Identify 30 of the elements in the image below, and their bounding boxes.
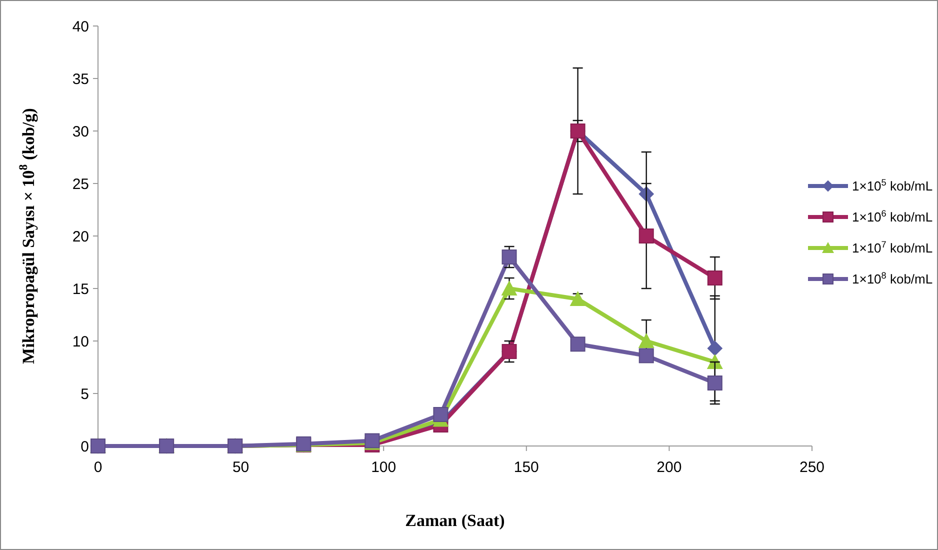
legend-label: 1×10$^{7}$ kob/mL <box>852 240 933 256</box>
x-tick-label: 50 <box>232 459 250 476</box>
x-tick-label: 200 <box>656 459 682 476</box>
x-tick-label: 0 <box>94 459 102 476</box>
point <box>638 348 654 364</box>
y-tick-label: 0 <box>80 438 89 456</box>
y-tick-label: 15 <box>72 280 89 298</box>
y-tick-label: 25 <box>72 176 89 193</box>
y-tick-label: 10 <box>72 333 89 350</box>
y-tick-label: 40 <box>72 18 89 36</box>
legend-label: 1×10$^{8}$ kob/mL <box>852 270 933 287</box>
point <box>707 340 722 356</box>
y-tick-label: 20 <box>72 228 89 246</box>
point <box>707 376 722 390</box>
point <box>638 333 654 348</box>
x-axis-title: Zaman (Saat) <box>405 511 505 530</box>
y-tick-label: 5 <box>80 386 89 403</box>
y-tick-label: 30 <box>72 123 89 140</box>
x-tick-label: 250 <box>799 459 825 476</box>
point <box>707 270 722 286</box>
point <box>502 250 517 264</box>
point <box>433 407 448 422</box>
x-tick-label: 150 <box>514 459 539 476</box>
point <box>501 280 518 296</box>
legend-label: 1×10$^{5}$ kob/mL <box>852 178 933 194</box>
point <box>570 336 586 352</box>
point <box>638 228 654 244</box>
legend-label: 1×10$^{6}$ kob/mL <box>852 208 933 225</box>
x-tick-label: 100 <box>371 459 396 476</box>
y-tick-label: 35 <box>72 70 89 88</box>
